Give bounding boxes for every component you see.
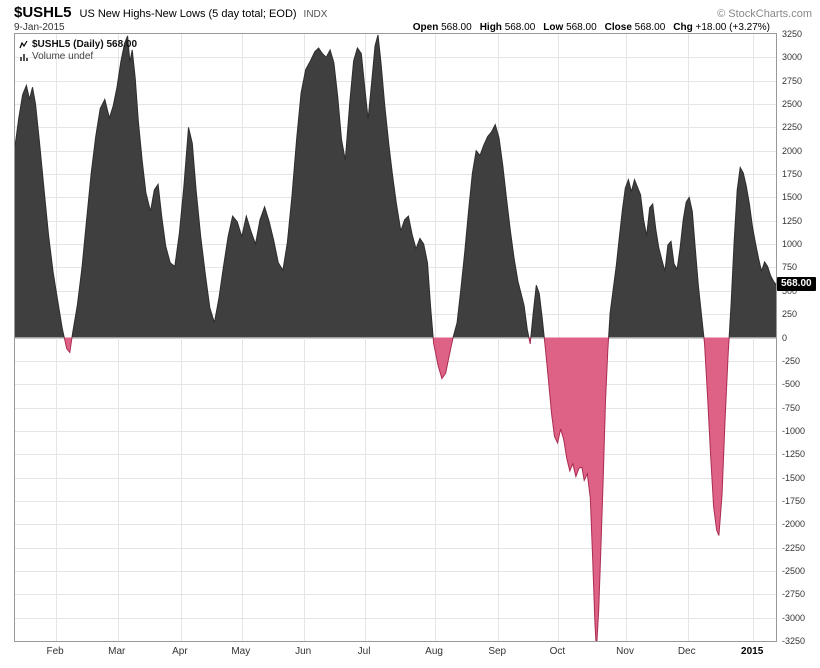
low-label: Low bbox=[543, 22, 564, 33]
y-axis-tick-label: -3000 bbox=[782, 612, 806, 623]
y-axis-tick-label: -2000 bbox=[782, 519, 806, 530]
y-axis-tick-label: 1250 bbox=[782, 215, 803, 226]
low-value: 568.00 bbox=[566, 22, 597, 33]
x-axis-tick-label: Aug bbox=[425, 646, 443, 657]
y-axis-tick-label: 2500 bbox=[782, 99, 803, 110]
ticker-symbol: $USHL5 bbox=[14, 4, 72, 21]
x-axis-tick-label: 2015 bbox=[741, 646, 764, 657]
chart-title: US New Highs-New Lows (5 day total; EOD) bbox=[79, 8, 297, 20]
y-axis-tick-label: 1000 bbox=[782, 239, 803, 250]
x-axis-tick-label: Jun bbox=[295, 646, 312, 657]
x-axis-tick-label: Dec bbox=[677, 646, 696, 657]
y-axis-tick-label: 1500 bbox=[782, 192, 803, 203]
header-quote-row: 9-Jan-2015 Open 568.00 High 568.00 Low 568… bbox=[0, 21, 820, 33]
x-axis-tick-label: May bbox=[231, 646, 251, 657]
close-label: Close bbox=[604, 22, 632, 33]
y-axis-tick-label: -250 bbox=[782, 355, 801, 366]
legend-volume-row: Volume undef bbox=[19, 50, 137, 62]
high-label: High bbox=[479, 22, 502, 33]
x-axis-tick-label: Sep bbox=[488, 646, 507, 657]
y-axis-tick-label: 2250 bbox=[782, 122, 803, 133]
x-axis-labels: Feb Mar Apr May Jun Jul Aug Sep Oct Nov Dec 2015 bbox=[14, 646, 820, 660]
y-axis-tick-label: -3250 bbox=[782, 636, 806, 646]
chg-label: Chg bbox=[673, 22, 693, 33]
chart-header: $USHL5 US New Highs-New Lows (5 day tota… bbox=[0, 0, 820, 33]
ohlc-quote: Open 568.00 High 568.00 Low 568.00 Close 56… bbox=[405, 22, 770, 33]
y-axis-tick-label: 3000 bbox=[782, 52, 803, 63]
y-axis-tick-label: -750 bbox=[782, 402, 801, 413]
y-axis-tick-label: -2750 bbox=[782, 589, 806, 600]
x-axis-tick-label: Apr bbox=[172, 646, 188, 657]
chart-date: 9-Jan-2015 bbox=[14, 22, 65, 33]
y-axis-tick-label: 250 bbox=[782, 309, 798, 320]
exchange-label: INDX bbox=[303, 9, 328, 20]
y-axis-tick-label: 2750 bbox=[782, 75, 803, 86]
chart-region: $USHL5 (Daily) 568.00 Volume undef 3250 3… bbox=[14, 29, 820, 665]
last-price-badge: 568.00 bbox=[777, 277, 816, 291]
legend-series-label: $USHL5 (Daily) 568.00 bbox=[32, 38, 138, 50]
chart-legend: $USHL5 (Daily) 568.00 Volume undef bbox=[19, 38, 137, 62]
y-axis-tick-label: 750 bbox=[782, 262, 798, 273]
x-axis-tick-label: Jul bbox=[357, 646, 371, 657]
y-axis-tick-label: 2000 bbox=[782, 145, 803, 156]
stockcharts-copyright-link[interactable]: © StockCharts.com bbox=[717, 8, 812, 20]
y-axis-tick-label: -1000 bbox=[782, 425, 806, 436]
high-value: 568.00 bbox=[504, 22, 536, 33]
legend-volume-label: Volume undef bbox=[32, 50, 94, 62]
y-axis-tick-label: 1750 bbox=[782, 169, 803, 180]
legend-series-row: $USHL5 (Daily) 568.00 bbox=[19, 38, 137, 50]
volume-bars-icon bbox=[20, 53, 28, 61]
chg-value: +18.00 (+3.27%) bbox=[695, 22, 771, 33]
price-area-chart bbox=[14, 33, 777, 642]
line-chart-icon bbox=[19, 40, 28, 48]
header-title-row: $USHL5 US New Highs-New Lows (5 day tota… bbox=[0, 0, 820, 21]
x-axis-tick-label: Oct bbox=[549, 646, 566, 657]
y-axis-tick-label: -2500 bbox=[782, 565, 806, 576]
y-axis-tick-label: -1250 bbox=[782, 449, 806, 460]
close-value: 568.00 bbox=[634, 22, 666, 33]
y-axis-tick-label: 0 bbox=[782, 332, 788, 343]
x-axis-tick-label: Mar bbox=[108, 646, 126, 657]
x-axis-tick-label: Nov bbox=[616, 646, 634, 657]
y-axis-tick-label: -2250 bbox=[782, 542, 806, 553]
x-axis-tick-label: Feb bbox=[46, 646, 64, 657]
y-axis-tick-label: -1750 bbox=[782, 495, 806, 506]
y-axis-tick-label: -500 bbox=[782, 379, 801, 390]
open-label: Open bbox=[412, 22, 439, 33]
y-axis-tick-label: -1500 bbox=[782, 472, 806, 483]
open-value: 568.00 bbox=[441, 22, 472, 33]
